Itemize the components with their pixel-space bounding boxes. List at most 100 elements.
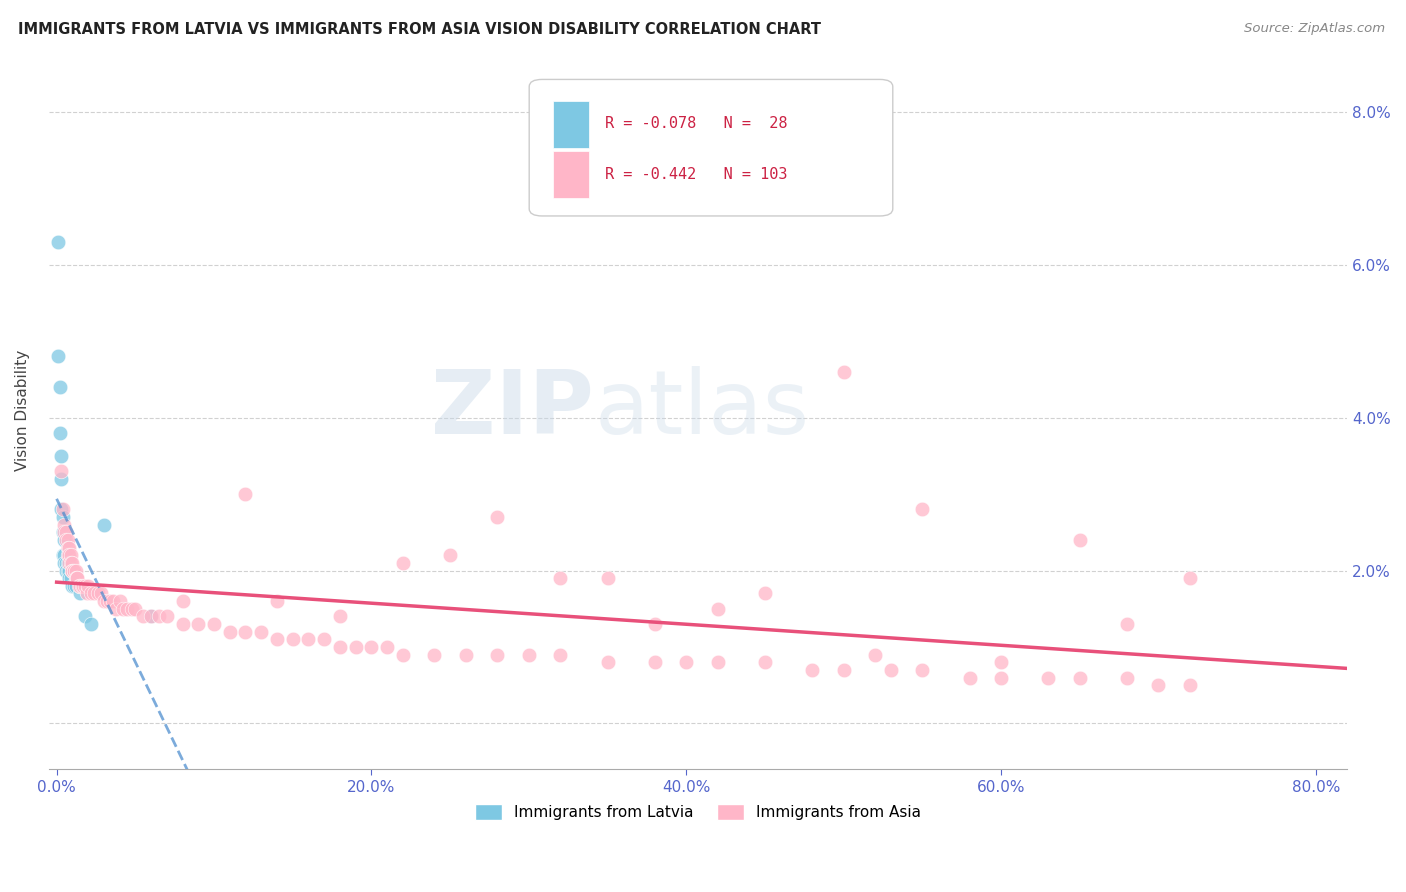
Point: [517, 648, 540, 662]
Point: [49, 380, 72, 394]
Point: [706, 655, 728, 669]
Point: [1178, 571, 1201, 585]
Point: [66, 571, 89, 585]
Text: IMMIGRANTS FROM LATVIA VS IMMIGRANTS FROM ASIA VISION DISABILITY CORRELATION CHA: IMMIGRANTS FROM LATVIA VS IMMIGRANTS FRO…: [18, 22, 821, 37]
Point: [73, 609, 96, 624]
Point: [46, 235, 69, 249]
Point: [53, 517, 76, 532]
Point: [52, 502, 75, 516]
Point: [59, 548, 82, 562]
Point: [266, 632, 288, 647]
Point: [98, 594, 121, 608]
Point: [90, 586, 112, 600]
Point: [329, 609, 352, 624]
Point: [69, 586, 91, 600]
Point: [55, 564, 77, 578]
Point: [111, 601, 134, 615]
Point: [51, 472, 73, 486]
Text: R = -0.442   N = 103: R = -0.442 N = 103: [605, 167, 787, 182]
Point: [108, 594, 131, 608]
Point: [218, 624, 240, 639]
Point: [93, 517, 115, 532]
Point: [86, 586, 108, 600]
Point: [77, 579, 100, 593]
Point: [548, 648, 571, 662]
Point: [644, 655, 666, 669]
Point: [56, 548, 79, 562]
Point: [314, 632, 336, 647]
Point: [55, 533, 77, 547]
Point: [329, 640, 352, 654]
Point: [1116, 671, 1139, 685]
Point: [706, 601, 728, 615]
Point: [754, 655, 776, 669]
Point: [392, 556, 415, 570]
Point: [148, 609, 170, 624]
Text: ZIP: ZIP: [432, 367, 595, 453]
Point: [59, 571, 82, 585]
Text: Source: ZipAtlas.com: Source: ZipAtlas.com: [1244, 22, 1385, 36]
Point: [596, 655, 619, 669]
Point: [103, 594, 125, 608]
Point: [52, 525, 75, 540]
Point: [51, 464, 73, 478]
Point: [911, 502, 934, 516]
Text: R = -0.078   N =  28: R = -0.078 N = 28: [605, 117, 787, 131]
Point: [76, 586, 98, 600]
FancyBboxPatch shape: [553, 152, 589, 198]
Point: [124, 601, 146, 615]
Point: [60, 564, 83, 578]
Point: [63, 564, 86, 578]
Point: [55, 556, 77, 570]
Point: [1116, 617, 1139, 632]
Point: [486, 648, 509, 662]
Point: [51, 449, 73, 463]
Point: [139, 609, 162, 624]
Point: [56, 533, 79, 547]
Point: [58, 564, 80, 578]
Point: [83, 586, 105, 600]
Point: [65, 564, 87, 578]
Point: [72, 579, 94, 593]
Point: [63, 579, 86, 593]
Point: [73, 579, 96, 593]
Y-axis label: Vision Disability: Vision Disability: [15, 350, 30, 471]
Point: [60, 564, 83, 578]
Point: [235, 487, 257, 501]
Point: [959, 671, 981, 685]
Point: [392, 648, 415, 662]
Point: [754, 586, 776, 600]
Point: [801, 663, 824, 677]
Text: atlas: atlas: [595, 367, 810, 453]
Point: [235, 624, 257, 639]
Point: [863, 648, 886, 662]
Point: [58, 571, 80, 585]
Point: [1147, 678, 1170, 692]
Point: [60, 556, 83, 570]
Point: [51, 502, 73, 516]
Point: [911, 663, 934, 677]
Point: [53, 556, 76, 570]
Point: [53, 533, 76, 547]
Point: [53, 525, 76, 540]
Point: [644, 617, 666, 632]
Point: [56, 556, 79, 570]
Point: [250, 624, 273, 639]
Point: [297, 632, 319, 647]
Point: [52, 510, 75, 524]
Point: [69, 579, 91, 593]
Point: [172, 617, 194, 632]
Point: [266, 594, 288, 608]
Point: [65, 571, 87, 585]
Point: [423, 648, 446, 662]
Point: [58, 556, 80, 570]
Point: [832, 365, 855, 379]
Point: [156, 609, 179, 624]
Point: [990, 655, 1012, 669]
Point: [454, 648, 477, 662]
Point: [832, 663, 855, 677]
Point: [132, 609, 155, 624]
Point: [1069, 533, 1091, 547]
Point: [596, 571, 619, 585]
Point: [65, 579, 87, 593]
